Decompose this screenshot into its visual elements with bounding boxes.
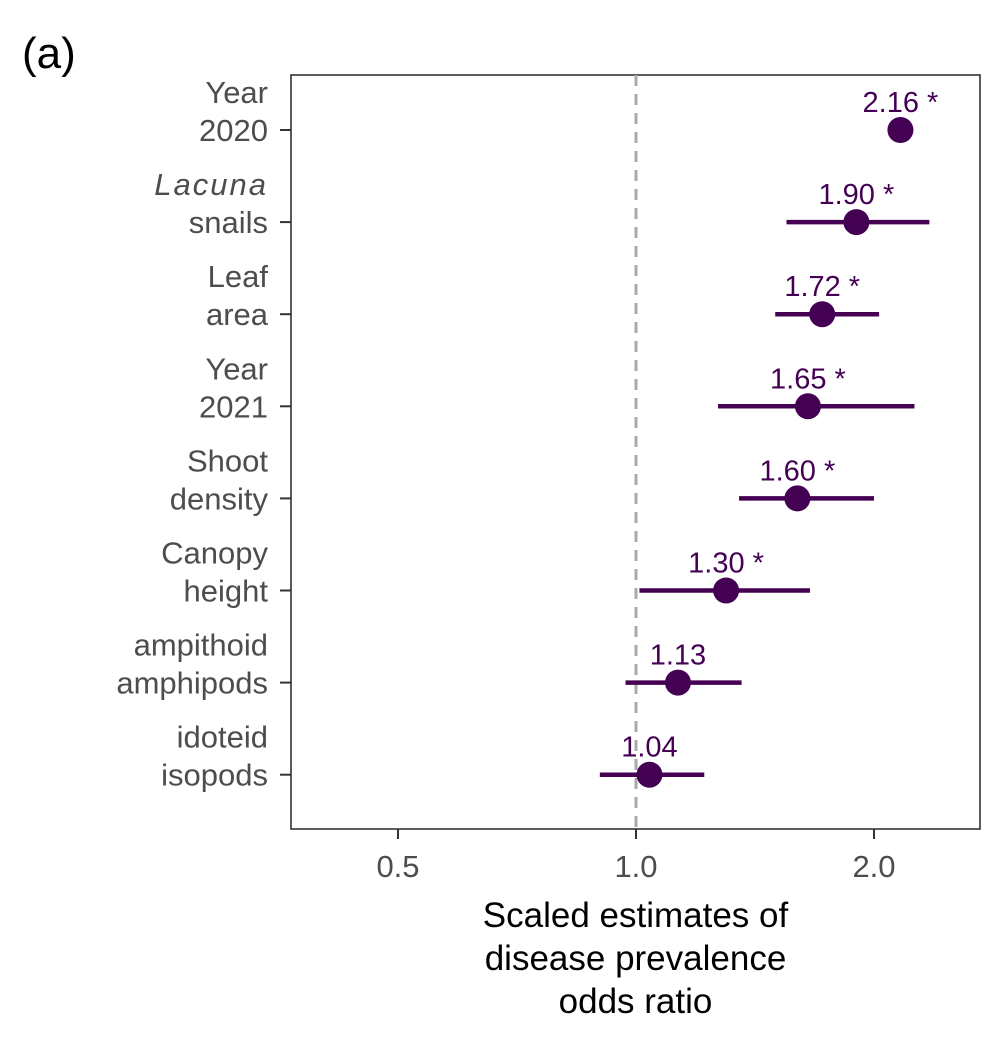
data-label: 2.16 * [863, 87, 939, 119]
estimate-point [713, 577, 740, 604]
y-tick-label: idoteid isopods [161, 720, 268, 793]
data-label: 1.72 * [784, 271, 860, 303]
data-label: 1.30 * [688, 548, 764, 580]
y-tick-label: ampithoid amphipods [116, 628, 268, 701]
estimates-layer: 2.16 * 1.90 * 1.72 * 1.65 * 1.60 * 1.30 * 1.13… [599, 87, 939, 788]
data-label: 1.13 [650, 640, 706, 672]
x-axis-title: Scaled estimates of disease prevalence odd… [483, 896, 789, 1021]
y-tick-label: Year 2021 [199, 351, 268, 424]
x-tick-label: 2.0 [852, 849, 895, 884]
estimate-point [794, 393, 821, 420]
y-tick-label: Lacuna snails [154, 167, 268, 240]
estimate-point [784, 485, 811, 512]
y-tick-label: Shoot density [170, 443, 269, 516]
x-tick-label: 0.5 [376, 849, 419, 884]
y-tick-label: Leaf area [206, 259, 269, 332]
x-axis-title-line: odds ratio [559, 982, 713, 1021]
data-label: 1.60 * [759, 455, 835, 487]
estimate-point [636, 761, 663, 788]
x-tick-label: 1.0 [614, 849, 657, 884]
estimate-point [809, 301, 836, 328]
data-label: 1.04 [621, 732, 677, 764]
x-axis-title-line: Scaled estimates of [483, 896, 789, 935]
x-axis: 0.5 1.0 2.0 [376, 829, 896, 884]
data-label: 1.65 * [770, 363, 846, 395]
x-axis-title-line: disease prevalence [485, 939, 787, 978]
estimate-point [664, 669, 691, 696]
y-axis: Year 2020 Lacuna snails Leaf area Year 2021 Shoo… [116, 75, 291, 793]
y-tick-label: Year 2020 [199, 75, 268, 148]
y-tick-label: Canopy height [161, 536, 268, 609]
data-label: 1.90 * [818, 179, 894, 211]
panel-label: (a) [22, 29, 76, 78]
estimate-point [887, 117, 914, 143]
estimate-point [843, 209, 870, 236]
